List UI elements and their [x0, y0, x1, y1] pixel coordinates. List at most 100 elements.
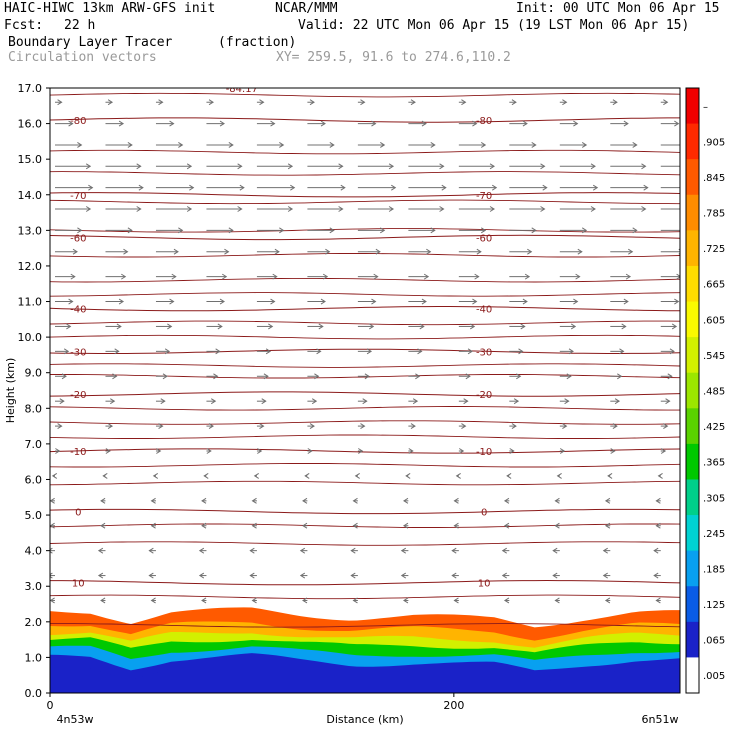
vector-head [257, 448, 263, 454]
circulation-vector [403, 597, 409, 604]
circulation-vector [509, 323, 526, 330]
colorbar-label: .125 [703, 600, 725, 611]
circulation-vector [105, 273, 127, 280]
temperature-contour [50, 92, 680, 98]
vector-head [581, 227, 588, 234]
circulation-vector [660, 423, 669, 430]
circulation-vector [458, 227, 487, 234]
vector-head [573, 120, 579, 127]
vector-head [554, 497, 560, 504]
colorbar-label: – [703, 102, 708, 113]
contour-label: 0 [75, 508, 81, 519]
vector-head [559, 448, 566, 454]
vector-head [467, 348, 473, 355]
circulation-vector [554, 597, 560, 604]
circulation-vector [559, 99, 568, 106]
vector-head [604, 497, 611, 504]
vector-head [554, 597, 560, 604]
vector-head [318, 323, 324, 330]
vector-head [625, 273, 632, 280]
colorbar-label: .605 [703, 315, 725, 326]
circulation-vector [552, 572, 560, 579]
vector-head [554, 522, 560, 529]
vector-head [314, 373, 320, 380]
vector-head [415, 373, 421, 380]
colorbar-swatch [686, 123, 699, 160]
circulation-vector [509, 273, 531, 280]
vector-head [421, 298, 427, 305]
circulation-vector [201, 497, 207, 504]
contour-label: -80 [476, 116, 492, 127]
circulation-vector [299, 572, 308, 579]
vector-head [251, 597, 257, 604]
circulation-vector [458, 142, 487, 148]
circulation-vector [201, 522, 207, 529]
circulation-vector [458, 348, 473, 355]
circulation-vector [203, 472, 209, 479]
temperature-contour [50, 448, 680, 454]
vector-head [520, 323, 526, 330]
circulation-vector [55, 163, 92, 170]
circulation-vector [55, 99, 63, 106]
vector-head [592, 184, 599, 191]
circulation-vector [458, 273, 480, 280]
circulation-vector [509, 248, 533, 255]
circulation-vector [509, 184, 548, 191]
vector-head [641, 206, 647, 212]
circulation-vector [302, 497, 308, 504]
circulation-vector [451, 547, 459, 554]
vector-head [503, 597, 510, 604]
circulation-vector [352, 597, 358, 604]
vector-head [564, 398, 570, 405]
circulation-vector [408, 163, 445, 170]
vector-head [302, 522, 308, 529]
circulation-vector [408, 184, 447, 191]
vector-head [522, 120, 528, 127]
circulation-vector [105, 206, 142, 212]
vector-head [253, 472, 259, 479]
vector-head [224, 248, 230, 255]
vector-head [311, 398, 318, 405]
circulation-vector [105, 99, 114, 106]
circulation-vector [55, 373, 67, 380]
circulation-vector [206, 298, 225, 305]
vector-head [167, 323, 173, 330]
vector-head [522, 298, 528, 305]
vector-head [400, 547, 407, 554]
circulation-vector [610, 184, 649, 191]
vector-head [607, 472, 613, 479]
vector-head [441, 184, 447, 191]
tracer-band [50, 662, 680, 693]
vector-head [160, 398, 166, 405]
temperature-contour [50, 374, 680, 379]
vector-head [623, 298, 629, 305]
vector-head [352, 522, 358, 529]
vector-head [72, 248, 78, 255]
circulation-vector [302, 597, 308, 604]
circulation-vector [201, 597, 207, 604]
temperature-contour [50, 463, 680, 468]
contour-label: -40 [70, 305, 86, 316]
vector-head [453, 597, 459, 604]
vector-head [653, 547, 659, 554]
vector-head [213, 373, 219, 380]
circulation-vector [55, 206, 92, 212]
circulation-vector [150, 597, 156, 604]
vector-head [469, 323, 476, 330]
vector-head [127, 227, 133, 234]
circulation-vector [503, 522, 510, 529]
temperature-contour [50, 579, 680, 586]
circulation-vector [357, 184, 397, 191]
circulation-vector [408, 227, 436, 234]
vector-head [279, 142, 285, 148]
circulation-vector [307, 323, 324, 330]
vector-head [287, 163, 294, 170]
org-label: NCAR/MMM [275, 1, 338, 16]
vector-head [63, 348, 70, 355]
circulation-vector [509, 423, 517, 430]
circulation-vector [403, 522, 409, 529]
circulation-vector [610, 227, 638, 234]
circulation-vector [458, 99, 467, 106]
vector-head [641, 163, 647, 170]
vector-head [657, 472, 663, 479]
